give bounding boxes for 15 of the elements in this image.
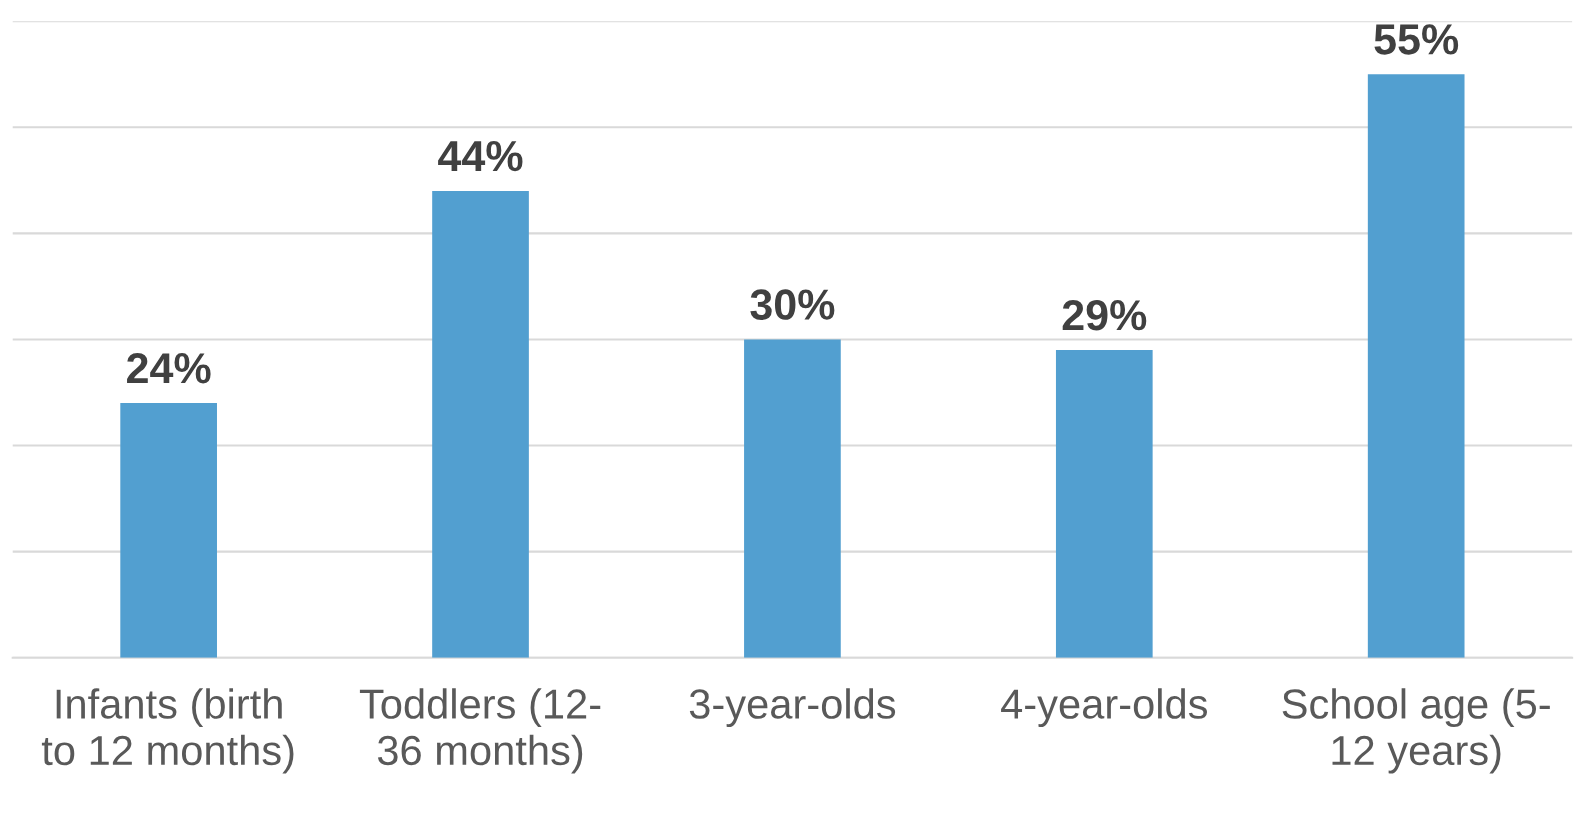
data-label: 44% <box>438 140 523 172</box>
bar <box>432 190 529 658</box>
data-label: 55% <box>1374 24 1459 55</box>
bar <box>1367 74 1465 658</box>
data-label: 29% <box>1062 299 1147 331</box>
x-tick-label: School age (5- 12 years) <box>1282 688 1550 774</box>
x-tick-label: 4-year-olds <box>1001 688 1208 728</box>
data-label: 30% <box>750 289 835 320</box>
x-tick-label: 3-year-olds <box>689 688 896 728</box>
x-tick-label: Toddlers (12- 36 months) <box>359 688 601 774</box>
x-tick-label: Infants (birth to 12 months) <box>41 688 294 774</box>
bar <box>744 339 841 658</box>
bar <box>120 403 217 658</box>
data-label: 24% <box>127 353 211 384</box>
bar <box>1055 350 1153 658</box>
